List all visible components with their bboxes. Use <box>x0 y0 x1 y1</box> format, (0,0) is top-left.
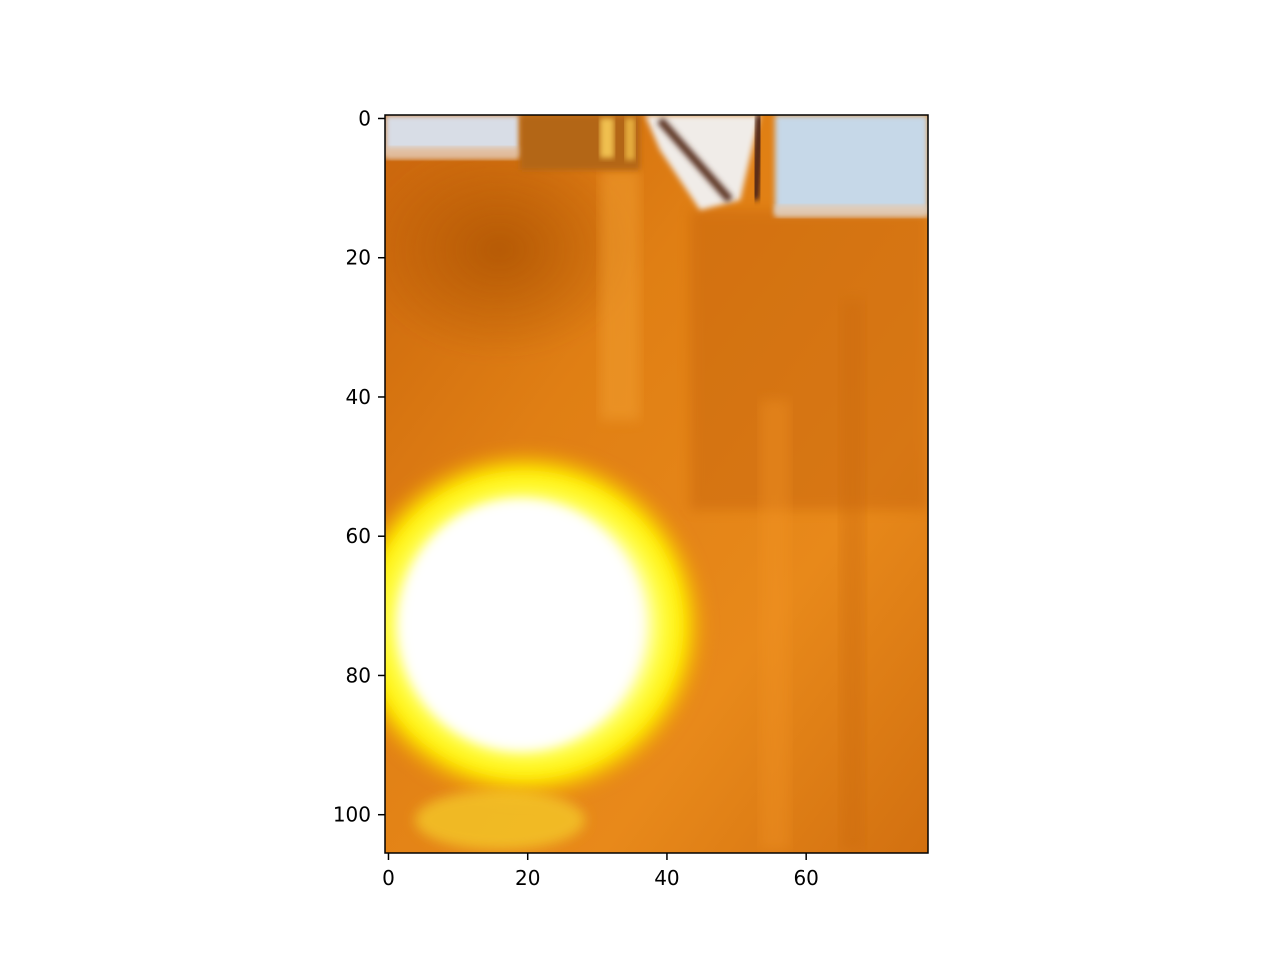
y-tick-label: 0 <box>358 106 371 130</box>
x-axis: 0 20 40 60 <box>382 853 819 890</box>
x-tick-label: 20 <box>515 866 540 890</box>
photo-image <box>385 115 928 853</box>
x-tick-label: 0 <box>382 866 395 890</box>
x-tick-label: 40 <box>654 866 679 890</box>
y-axis: 0 20 40 60 80 100 <box>333 106 385 827</box>
y-tick-label: 60 <box>346 524 371 548</box>
y-tick-label: 80 <box>346 663 371 687</box>
axes-frame <box>384 114 929 854</box>
y-tick-label: 100 <box>333 803 371 827</box>
x-tick-label: 60 <box>793 866 818 890</box>
y-tick-label: 40 <box>346 385 371 409</box>
y-tick-label: 20 <box>346 246 371 270</box>
